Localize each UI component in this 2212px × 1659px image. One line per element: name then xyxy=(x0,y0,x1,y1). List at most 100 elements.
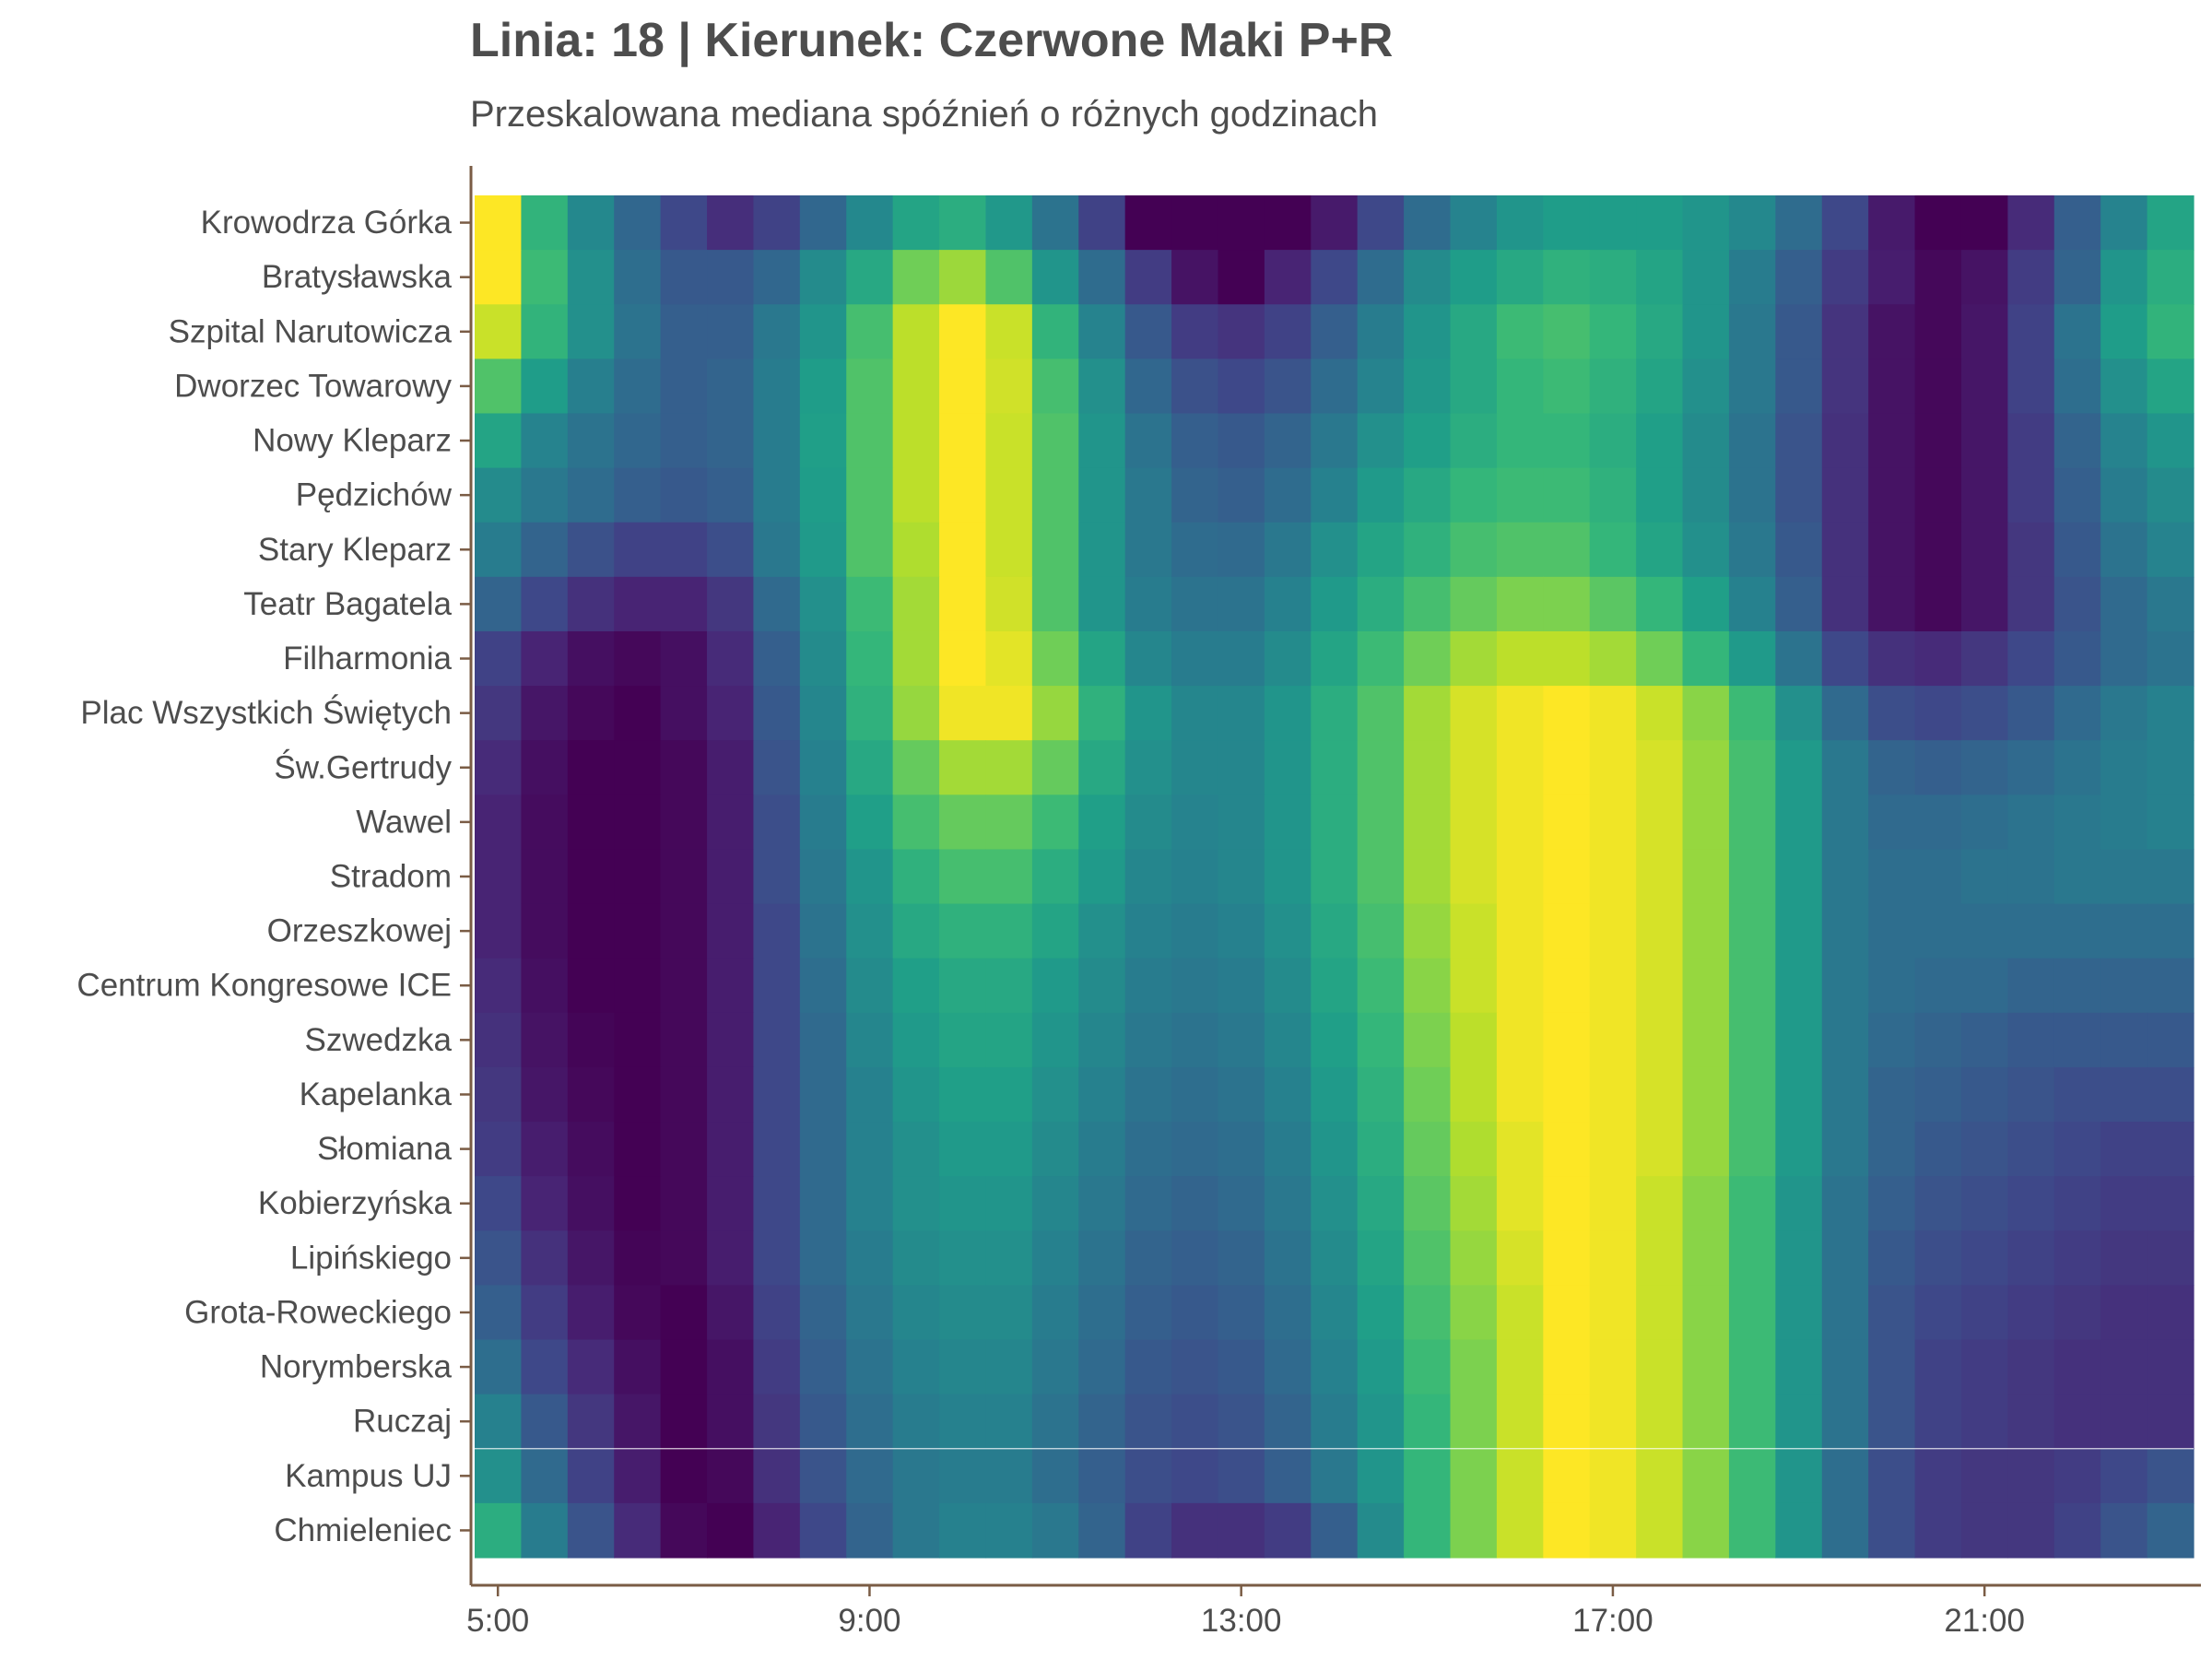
heatmap-cell xyxy=(1171,359,1219,415)
heatmap-cell xyxy=(1450,1502,1498,1559)
heatmap-cell xyxy=(1496,304,1544,359)
heatmap-cell xyxy=(939,630,987,687)
heatmap-cell xyxy=(1311,304,1359,359)
heatmap-cell xyxy=(1031,1339,1079,1395)
heatmap-cell xyxy=(707,1230,755,1286)
heatmap-cell xyxy=(1589,576,1637,632)
heatmap-cell xyxy=(1124,958,1172,1014)
heatmap-cell xyxy=(1078,958,1126,1014)
x-tick-label: 5:00 xyxy=(466,1603,529,1639)
heatmap-cell xyxy=(1311,1122,1359,1177)
heatmap-cell xyxy=(1450,576,1498,632)
y-tick-label: Wawel xyxy=(356,804,452,840)
heatmap-cell xyxy=(567,304,615,359)
heatmap-cell xyxy=(1496,1012,1544,1068)
heatmap-cell xyxy=(660,740,708,795)
heatmap-cell xyxy=(475,522,523,578)
heatmap-cell xyxy=(707,522,755,578)
heatmap-cell xyxy=(1218,576,1265,632)
heatmap-cell xyxy=(1636,1012,1684,1068)
heatmap-cell xyxy=(1821,849,1869,905)
heatmap-cell xyxy=(1218,1012,1265,1068)
heatmap-cell xyxy=(475,630,523,687)
heatmap-cell xyxy=(1728,413,1776,469)
chart-title: Linia: 18 | Kierunek: Czerwone Maki P+R xyxy=(470,14,1394,67)
heatmap-cell xyxy=(1264,359,1312,415)
heatmap-cell xyxy=(985,250,1033,305)
heatmap-cell xyxy=(567,740,615,795)
heatmap-cell xyxy=(1636,1394,1684,1450)
heatmap-cell xyxy=(1124,1176,1172,1231)
heatmap-cell xyxy=(1543,576,1591,632)
heatmap-cell xyxy=(1960,522,2008,578)
heatmap-cell xyxy=(2007,1285,2055,1341)
heatmap-cell xyxy=(1821,1448,1869,1504)
chart-subtitle: Przeskalowana mediana spóźnień o różnych… xyxy=(470,94,1379,135)
heatmap-cell xyxy=(1775,794,1823,851)
heatmap-cell xyxy=(1171,1230,1219,1286)
heatmap-cell xyxy=(799,1502,847,1559)
heatmap-cell xyxy=(1543,1012,1591,1068)
heatmap-cell xyxy=(1636,1502,1684,1559)
heatmap-cell xyxy=(1264,630,1312,687)
heatmap-cell xyxy=(1404,304,1452,359)
heatmap-cell xyxy=(1496,250,1544,305)
heatmap-cell xyxy=(2147,849,2194,905)
heatmap-cell xyxy=(1124,250,1172,305)
heatmap-cell xyxy=(1450,1230,1498,1286)
heatmap-cell xyxy=(753,1066,801,1123)
heatmap-cell xyxy=(1031,1285,1079,1341)
heatmap-cell xyxy=(939,1066,987,1123)
heatmap-cell xyxy=(1450,794,1498,851)
heatmap-cell xyxy=(1636,304,1684,359)
heatmap-cell xyxy=(614,630,662,687)
heatmap-cell xyxy=(521,304,569,359)
heatmap-cell xyxy=(753,1448,801,1504)
heatmap-cell xyxy=(1031,576,1079,632)
heatmap-cell xyxy=(614,1066,662,1123)
heatmap-cell xyxy=(707,849,755,905)
heatmap-cell xyxy=(2007,1122,2055,1177)
heatmap-cell xyxy=(1311,794,1359,851)
heatmap-cell xyxy=(1914,195,1962,251)
heatmap-cell xyxy=(1775,1339,1823,1395)
heatmap-cell xyxy=(1496,522,1544,578)
heatmap-cell xyxy=(1078,1339,1126,1395)
heatmap-cell xyxy=(1404,1176,1452,1231)
heatmap-cell xyxy=(2100,1394,2148,1450)
heatmap-cell xyxy=(892,522,940,578)
heatmap-cell xyxy=(892,359,940,415)
heatmap-cell xyxy=(1450,903,1498,959)
heatmap-cell xyxy=(1078,903,1126,959)
heatmap-cell xyxy=(614,1394,662,1450)
heatmap-cell xyxy=(1031,686,1079,741)
heatmap-cell xyxy=(1960,576,2008,632)
heatmap-cell xyxy=(1496,576,1544,632)
heatmap-cell xyxy=(1914,467,1962,524)
heatmap-cell xyxy=(1031,304,1079,359)
heatmap-cell xyxy=(1218,740,1265,795)
heatmap-cell xyxy=(985,413,1033,469)
heatmap-cell xyxy=(660,1339,708,1395)
heatmap-cell xyxy=(1404,413,1452,469)
heatmap-cell xyxy=(2007,1448,2055,1504)
heatmap-cell xyxy=(2053,1176,2101,1231)
heatmap-cell xyxy=(1728,195,1776,251)
heatmap-cell xyxy=(2100,1176,2148,1231)
heatmap-cell xyxy=(799,467,847,524)
heatmap-cell xyxy=(2007,1502,2055,1559)
heatmap-cell xyxy=(753,250,801,305)
heatmap-cell xyxy=(892,413,940,469)
heatmap-cell xyxy=(1311,1394,1359,1450)
y-tick-label: Filharmonia xyxy=(283,641,452,677)
y-tick-label: Centrum Kongresowe ICE xyxy=(76,968,452,1004)
heatmap-cell xyxy=(707,958,755,1014)
heatmap-cell xyxy=(2100,195,2148,251)
heatmap-cell xyxy=(2100,1066,2148,1123)
heatmap-cell xyxy=(753,1230,801,1286)
heatmap-cell xyxy=(1775,1122,1823,1177)
heatmap-cell xyxy=(1543,1502,1591,1559)
heatmap-cell xyxy=(1078,576,1126,632)
heatmap-cell xyxy=(1728,903,1776,959)
heatmap-cell xyxy=(1821,1230,1869,1286)
